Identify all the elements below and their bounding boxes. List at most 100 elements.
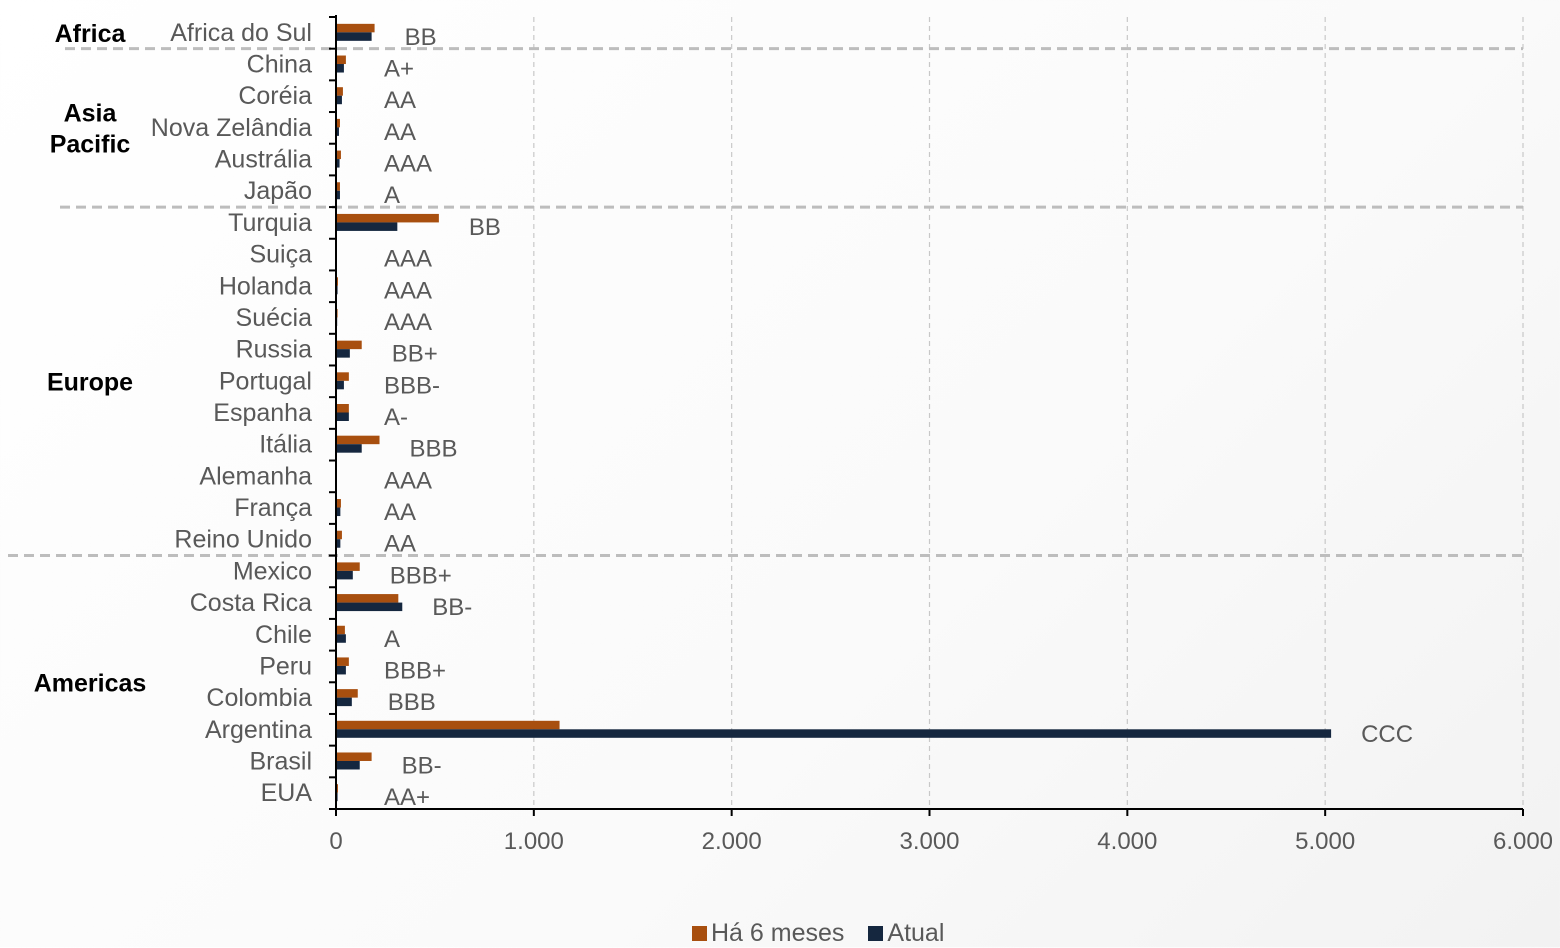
rating-label: BB <box>405 24 437 51</box>
legend-swatch-previous <box>692 926 707 941</box>
bar-previous <box>336 213 439 223</box>
category-label: Coréia <box>238 82 312 110</box>
rating-label: CCC <box>1361 721 1413 748</box>
legend-label-current: Atual <box>887 919 945 947</box>
rating-label: AAA <box>384 277 432 304</box>
bar-current <box>336 95 342 105</box>
bar-current <box>336 349 350 358</box>
rating-label: AA <box>384 499 416 526</box>
x-tick-label: 2.000 <box>702 828 762 855</box>
rating-label: AAA <box>384 309 432 336</box>
legend-item-previous: Há 6 meses <box>692 919 844 948</box>
category-label: Espanha <box>213 399 312 427</box>
category-label: Portugal <box>219 367 312 395</box>
group-label: Americas <box>34 669 147 697</box>
bar-current <box>336 380 344 390</box>
bar-current <box>336 539 341 548</box>
rating-label: BBB <box>388 689 436 716</box>
bar-previous <box>336 720 560 730</box>
rating-label: A <box>384 626 400 653</box>
bar-current <box>336 64 344 73</box>
bar-previous <box>336 689 358 698</box>
bar-previous <box>336 435 380 445</box>
category-label: Austrália <box>215 146 312 174</box>
bar-previous <box>336 182 340 191</box>
category-label: Itália <box>259 431 312 459</box>
category-label: Chile <box>255 621 312 649</box>
bar-previous <box>336 55 346 65</box>
bar-current <box>336 190 340 200</box>
bar-previous <box>336 372 349 381</box>
rating-label: AAA <box>384 246 432 273</box>
category-label: Japão <box>244 177 312 205</box>
bar-previous <box>336 562 360 571</box>
bar-previous <box>336 150 341 160</box>
bar-previous <box>336 87 343 96</box>
bar-current <box>336 760 360 770</box>
category-label: Suiça <box>249 241 312 269</box>
legend-item-current: Atual <box>868 919 944 948</box>
bar-previous <box>336 118 340 128</box>
group-label: Europe <box>47 368 133 396</box>
bar-previous <box>336 499 341 508</box>
bar-current <box>336 507 341 517</box>
category-label: Brasil <box>249 747 312 775</box>
x-tick-label: 1.000 <box>504 828 564 855</box>
bar-previous <box>336 23 375 33</box>
rating-label: BBB+ <box>384 657 446 684</box>
category-label: Costa Rica <box>190 589 312 617</box>
bar-current <box>336 729 1332 738</box>
category-label: França <box>234 494 312 522</box>
bar-previous <box>336 530 342 540</box>
bar-current <box>336 127 339 136</box>
bar-current <box>336 159 340 168</box>
chart-svg: 0 1.000 2.000 3.000 4.000 5.000 6.000 Africa do… <box>8 15 1553 855</box>
group-label: Asia <box>64 99 118 127</box>
category-label: Nova Zelândia <box>151 114 312 142</box>
bar-previous <box>336 594 399 603</box>
x-tick-label: 0 <box>329 828 342 855</box>
bar-current <box>336 222 398 231</box>
category-label: Turquia <box>228 209 312 237</box>
bar-current <box>336 602 403 612</box>
bar-current <box>336 634 346 643</box>
category-label: Russia <box>236 336 313 364</box>
category-label: Colombia <box>206 684 312 712</box>
rating-label: BB <box>469 214 501 241</box>
bar-current <box>336 570 353 580</box>
bar-current <box>336 32 372 41</box>
legend: Há 6 meses Atual <box>692 919 944 948</box>
rating-label: AA <box>384 531 416 558</box>
bar-previous <box>336 752 372 761</box>
rating-label: BB- <box>402 752 442 779</box>
rating-label: A <box>384 182 400 209</box>
category-label: Suécia <box>236 304 313 332</box>
x-tick-label: 6.000 <box>1493 828 1553 855</box>
rating-label: AAA <box>384 151 432 178</box>
rating-label: AA <box>384 119 416 146</box>
category-label: Holanda <box>219 272 312 300</box>
bar-previous <box>336 404 349 413</box>
rating-label: BBB <box>410 436 458 463</box>
category-label: EUA <box>261 779 313 807</box>
bar-previous <box>336 657 349 666</box>
rating-label: A- <box>384 404 408 431</box>
category-label: China <box>247 51 312 79</box>
rating-label: AAA <box>384 467 432 494</box>
bar-previous <box>336 625 345 635</box>
rating-label: BB- <box>432 594 472 621</box>
legend-swatch-current <box>868 926 884 941</box>
group-label: Africa <box>55 20 127 48</box>
bar-current <box>336 697 352 707</box>
category-label: Mexico <box>233 557 312 585</box>
x-tick-label: 3.000 <box>899 828 959 855</box>
rating-label: BBB+ <box>390 562 452 589</box>
rating-label: A+ <box>384 56 414 83</box>
bar-current <box>336 412 349 421</box>
rating-label: BBB- <box>384 372 440 399</box>
rating-label: AA <box>384 87 416 114</box>
x-tick-label: 4.000 <box>1097 828 1157 855</box>
group-label: Pacific <box>50 130 131 158</box>
category-label: Argentina <box>205 716 312 744</box>
